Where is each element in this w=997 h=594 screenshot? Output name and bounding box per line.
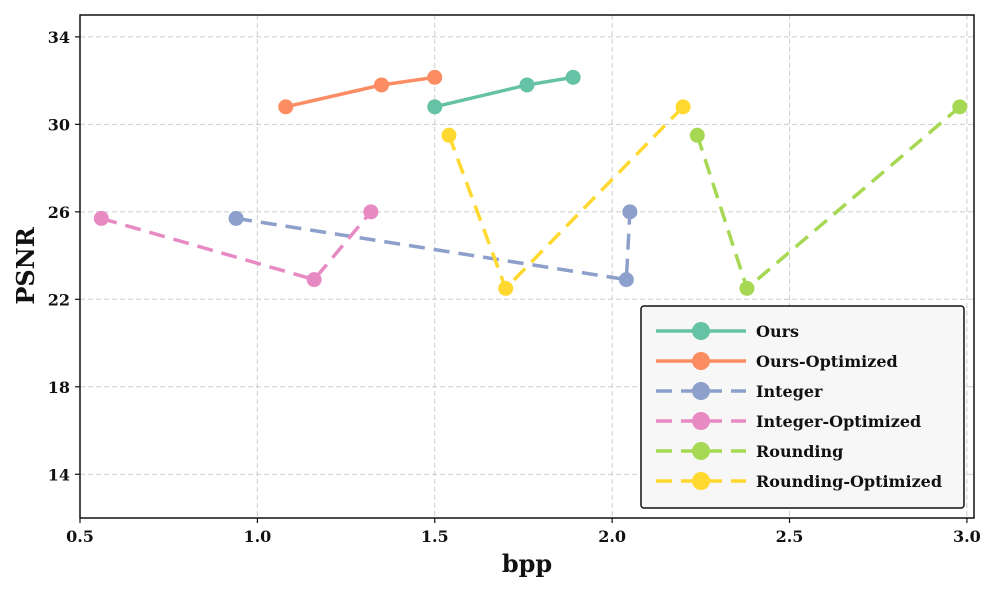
legend-label-rounding: Rounding [756,442,843,461]
legend-label-ours: Ours [756,322,799,341]
legend-marker-integer-optimized [692,412,710,430]
data-point-integer-optimized [93,210,109,226]
data-point-rounding-optimized [675,99,691,115]
legend-label-rounding-optimized: Rounding-Optimized [756,472,942,491]
y-tick-label: 14 [48,465,70,484]
data-point-ours-optimized [427,69,443,85]
y-tick-label: 34 [48,28,70,47]
data-point-rounding [689,127,705,143]
legend-marker-ours [692,322,710,340]
data-point-integer [618,272,634,288]
y-tick-label: 30 [48,115,70,134]
x-tick-label: 0.5 [66,527,94,546]
ticks: 0.5 1.0 1.5 2.0 2.5 3.0 14 18 22 26 30 34 [48,28,981,546]
x-tick-label: 2.5 [776,527,804,546]
legend-box [640,305,965,509]
legend-marker-ours-optimized [692,352,710,370]
series-layer [93,69,968,296]
data-point-ours [565,69,581,85]
legend-label-integer: Integer [756,382,823,401]
x-tick-label: 1.5 [421,527,449,546]
y-tick-label: 22 [48,290,70,309]
data-point-integer [622,204,638,220]
series-line-integer [235,211,632,282]
legend-label-ours-optimized: Ours-Optimized [756,352,898,371]
legend-marker-integer [692,382,710,400]
x-tick-label: 3.0 [953,527,981,546]
data-point-rounding-optimized [498,280,514,296]
y-tick-label: 26 [48,203,70,222]
legend-marker-rounding [692,442,710,460]
x-tick-label: 1.0 [243,527,271,546]
data-point-integer-optimized [363,204,379,220]
data-point-ours [427,99,443,115]
data-point-ours-optimized [278,99,294,115]
data-point-integer [228,210,244,226]
y-tick-label: 18 [48,378,70,397]
data-point-rounding [739,280,755,296]
x-tick-label: 2.0 [598,527,626,546]
data-point-rounding [952,99,968,115]
legend: Ours Ours-Optimized Integer Integer-Optimiz… [640,305,965,509]
data-point-ours-optimized [374,77,390,93]
legend-label-integer-optimized: Integer-Optimized [756,412,921,431]
data-point-rounding-optimized [441,127,457,143]
legend-marker-rounding-optimized [692,472,710,490]
series-line-integer-optimized [100,210,373,282]
data-point-integer-optimized [306,272,322,288]
x-axis-label: bpp [502,549,552,578]
plot-frame [79,14,975,519]
y-axis-label: PSNR [11,226,40,304]
data-point-ours [519,77,535,93]
